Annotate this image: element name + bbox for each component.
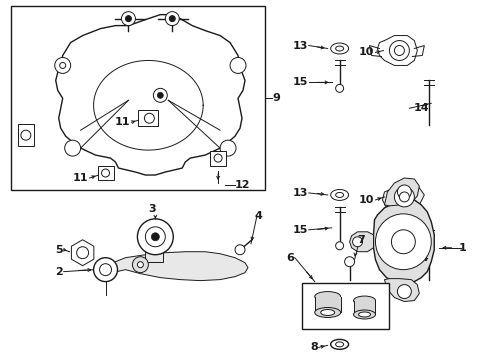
Ellipse shape (335, 46, 343, 51)
Ellipse shape (330, 43, 348, 54)
Text: 6: 6 (285, 253, 293, 263)
Circle shape (399, 192, 408, 202)
Circle shape (153, 88, 167, 102)
Text: 12: 12 (235, 180, 250, 190)
Circle shape (64, 140, 81, 156)
Ellipse shape (353, 296, 375, 305)
Circle shape (344, 257, 354, 267)
FancyBboxPatch shape (18, 124, 34, 146)
Circle shape (394, 187, 413, 207)
Ellipse shape (330, 339, 348, 349)
Text: 1: 1 (458, 243, 466, 253)
Circle shape (137, 262, 143, 268)
Circle shape (335, 242, 343, 250)
Polygon shape (105, 252, 247, 280)
Ellipse shape (330, 189, 348, 201)
Circle shape (125, 15, 131, 22)
Text: 13: 13 (292, 41, 307, 50)
Circle shape (388, 41, 408, 60)
Circle shape (145, 227, 165, 247)
Ellipse shape (335, 342, 343, 347)
Circle shape (229, 58, 245, 73)
Ellipse shape (358, 312, 370, 317)
Circle shape (352, 237, 362, 247)
Bar (11, 6, 264, 190)
Text: 14: 14 (412, 103, 428, 113)
Polygon shape (373, 200, 433, 283)
Circle shape (100, 264, 111, 276)
Bar (353, 301, 375, 315)
Circle shape (132, 257, 148, 273)
FancyBboxPatch shape (138, 110, 158, 126)
Text: 15: 15 (292, 225, 307, 235)
Circle shape (121, 12, 135, 26)
FancyBboxPatch shape (98, 166, 113, 180)
Circle shape (394, 45, 404, 55)
Polygon shape (384, 279, 419, 302)
Text: 14: 14 (412, 253, 428, 263)
Text: 5: 5 (55, 245, 62, 255)
Circle shape (151, 233, 159, 241)
Text: 15: 15 (292, 77, 307, 87)
Polygon shape (382, 183, 424, 212)
Circle shape (214, 154, 222, 162)
Circle shape (60, 62, 65, 68)
FancyBboxPatch shape (210, 151, 225, 166)
Polygon shape (71, 240, 94, 266)
Circle shape (397, 285, 410, 298)
Circle shape (390, 230, 414, 254)
Text: 11: 11 (115, 117, 130, 127)
Circle shape (397, 185, 410, 199)
Circle shape (375, 214, 430, 270)
Text: 8: 8 (309, 342, 317, 352)
Text: 13: 13 (292, 188, 307, 198)
Circle shape (93, 258, 117, 282)
Circle shape (55, 58, 71, 73)
FancyBboxPatch shape (145, 252, 163, 262)
Circle shape (165, 12, 179, 26)
Ellipse shape (320, 310, 334, 315)
Text: 7: 7 (357, 235, 365, 245)
Bar (301, 283, 388, 329)
Circle shape (220, 140, 236, 156)
Circle shape (102, 169, 109, 177)
Circle shape (77, 247, 88, 259)
Ellipse shape (314, 307, 340, 318)
Text: 10: 10 (358, 48, 374, 58)
Text: 3: 3 (148, 204, 156, 214)
Circle shape (169, 15, 175, 22)
Circle shape (157, 92, 163, 98)
Circle shape (335, 84, 343, 92)
Text: 2: 2 (55, 267, 62, 276)
Circle shape (235, 245, 244, 255)
Text: 11: 11 (73, 173, 88, 183)
Polygon shape (384, 178, 419, 206)
Circle shape (144, 113, 154, 123)
Ellipse shape (314, 292, 340, 302)
Polygon shape (349, 232, 373, 252)
Text: 9: 9 (271, 93, 279, 103)
Text: 4: 4 (254, 211, 262, 221)
Ellipse shape (335, 193, 343, 197)
Text: 10: 10 (358, 195, 374, 205)
Ellipse shape (353, 310, 375, 319)
Circle shape (21, 130, 31, 140)
Bar (314, 297, 340, 312)
Circle shape (137, 219, 173, 255)
